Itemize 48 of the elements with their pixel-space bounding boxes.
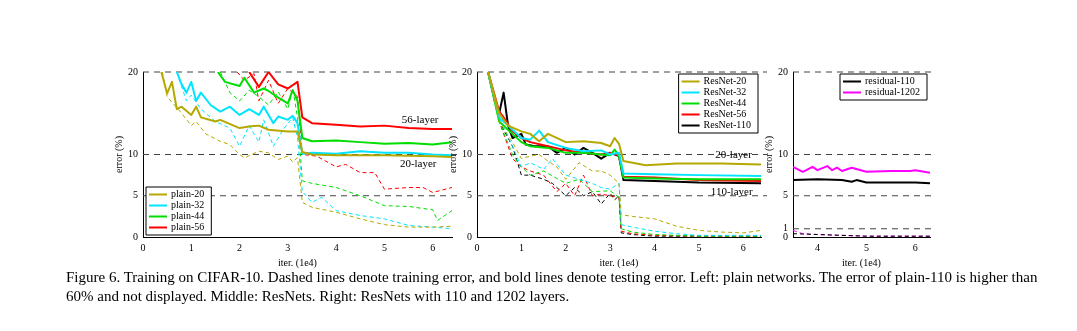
y-tick-label: 10 <box>778 148 788 160</box>
y-tick-label: 20 <box>128 65 138 77</box>
y-axis-title: error (%) <box>446 136 459 173</box>
y-tick-label: 5 <box>783 189 788 201</box>
legend-label: residual-1202 <box>865 86 921 98</box>
x-axis-title: iter. (1e4) <box>599 256 639 269</box>
y-tick-label: 0 <box>467 230 472 242</box>
y-tick-label: 10 <box>128 148 138 160</box>
x-tick-label: 5 <box>381 241 387 253</box>
y-tick-label: 10 <box>462 148 472 160</box>
x-tick-label: 6 <box>912 241 918 253</box>
legend-label: ResNet-110 <box>703 119 752 131</box>
legend-label: ResNet-20 <box>703 75 747 87</box>
x-tick-label: 5 <box>696 241 702 253</box>
x-tick-label: 1 <box>518 241 524 253</box>
x-tick-label: 3 <box>285 241 291 253</box>
y-tick-label: 0 <box>133 230 138 242</box>
x-tick-label: 1 <box>188 241 194 253</box>
x-tick-label: 2 <box>563 241 569 253</box>
x-axis-title: iter. (1e4) <box>278 256 317 269</box>
y-tick-label: 5 <box>467 189 472 201</box>
legend-label: plain-32 <box>171 199 205 211</box>
x-tick-label: 2 <box>237 241 243 253</box>
y-axis-title: error (%) <box>112 136 125 173</box>
annotation: 110-layer <box>710 185 753 198</box>
x-tick-label: 4 <box>652 241 657 253</box>
caption: Figure 6. Training on CIFAR-10. Dashed lines denote training error, and bold lines denote testing error. Left: plain networks. The error of plain-110 is higher than 60% and not displayed. Middle: ResNets. Right: ResNets with 110 and 1202 layers. <box>66 268 1039 306</box>
legend-label: plain-56 <box>171 221 205 233</box>
x-tick-label: 3 <box>607 241 613 253</box>
legend-label: ResNet-32 <box>703 86 747 98</box>
x-tick-label: 4 <box>814 241 820 253</box>
x-tick-label: 6 <box>740 241 746 253</box>
x-tick-label: 4 <box>333 241 339 253</box>
legend-label: ResNet-56 <box>703 108 747 120</box>
y-tick-label: 20 <box>462 65 472 77</box>
legend-label: plain-20 <box>171 188 205 200</box>
x-axis-title: iter. (1e4) <box>842 256 881 269</box>
legend-label: residual-110 <box>865 75 915 87</box>
y-axis-title: error (%) <box>762 136 775 173</box>
x-tick-label: 6 <box>430 241 436 253</box>
annotation: 20-layer <box>715 148 753 161</box>
legend-label: ResNet-44 <box>703 97 747 109</box>
x-tick-label: 5 <box>863 241 869 253</box>
y-tick-label: 20 <box>778 65 788 77</box>
y-tick-label: 5 <box>133 189 138 201</box>
annotation: 20-layer <box>399 157 437 170</box>
annotation: 56-layer <box>401 112 439 125</box>
legend-label: plain-44 <box>171 210 205 222</box>
